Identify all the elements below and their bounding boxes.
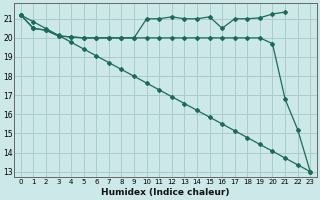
X-axis label: Humidex (Indice chaleur): Humidex (Indice chaleur): [101, 188, 230, 197]
